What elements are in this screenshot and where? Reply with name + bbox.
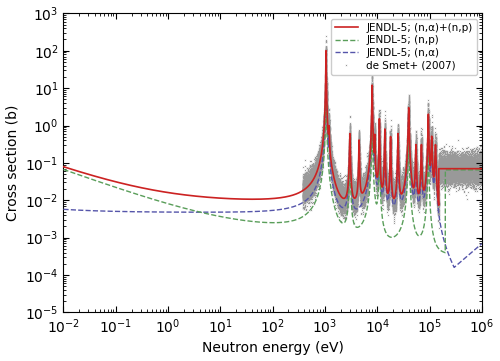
JENDL-5; (n,p) — [60, 168, 66, 172]
JENDL-5; (n,α) — [194, 210, 200, 214]
JENDL-5; (n,α)+(n,p) — [416, 190, 422, 194]
JENDL-5; (n,p) — [400, 218, 406, 223]
JENDL-5; (n,α) — [430, 181, 436, 186]
JENDL-5; (n,α) — [400, 195, 406, 199]
de Smet+ (2007) — [300, 190, 306, 194]
Line: JENDL-5; (n,α): JENDL-5; (n,α) — [64, 55, 482, 268]
de Smet+ (2007) — [382, 161, 388, 166]
JENDL-5; (n,α)+(n,p) — [374, 175, 380, 179]
JENDL-5; (n,α)+(n,p) — [194, 194, 200, 199]
JENDL-5; (n,p) — [194, 209, 200, 214]
de Smet+ (2007) — [302, 180, 308, 184]
JENDL-5; (n,p) — [374, 200, 380, 204]
JENDL-5; (n,α) — [479, 242, 485, 246]
JENDL-5; (n,α) — [60, 207, 66, 212]
JENDL-5; (n,α)+(n,p) — [430, 174, 436, 179]
JENDL-5; (n,α)+(n,p) — [479, 166, 485, 171]
de Smet+ (2007) — [436, 226, 442, 230]
JENDL-5; (n,p) — [323, 75, 329, 79]
JENDL-5; (n,α)+(n,p) — [323, 49, 329, 53]
de Smet+ (2007) — [479, 174, 485, 178]
JENDL-5; (n,α)+(n,p) — [60, 165, 66, 169]
JENDL-5; (n,α)+(n,p) — [107, 178, 113, 182]
JENDL-5; (n,α)+(n,p) — [436, 203, 442, 207]
JENDL-5; (n,α)+(n,p) — [400, 188, 406, 193]
X-axis label: Neutron energy (eV): Neutron energy (eV) — [202, 342, 344, 356]
de Smet+ (2007) — [468, 170, 474, 174]
de Smet+ (2007) — [458, 169, 464, 174]
de Smet+ (2007) — [409, 170, 415, 174]
Y-axis label: Cross section (b): Cross section (b) — [6, 105, 20, 221]
de Smet+ (2007) — [323, 34, 329, 38]
JENDL-5; (n,p) — [430, 234, 436, 238]
Line: JENDL-5; (n,α)+(n,p): JENDL-5; (n,α)+(n,p) — [64, 51, 482, 205]
Line: JENDL-5; (n,p): JENDL-5; (n,p) — [64, 77, 482, 253]
JENDL-5; (n,α) — [374, 182, 380, 187]
JENDL-5; (n,α) — [323, 52, 329, 57]
Legend: JENDL-5; (n,α)+(n,p), JENDL-5; (n,p), JENDL-5; (n,α), de Smet+ (2007): JENDL-5; (n,α)+(n,p), JENDL-5; (n,p), JE… — [331, 18, 476, 75]
JENDL-5; (n,α) — [107, 209, 113, 213]
de Smet+ (2007) — [469, 163, 475, 167]
JENDL-5; (n,p) — [416, 234, 422, 238]
JENDL-5; (n,α) — [416, 199, 422, 203]
JENDL-5; (n,α) — [451, 265, 457, 270]
Line: de Smet+ (2007): de Smet+ (2007) — [302, 35, 482, 229]
JENDL-5; (n,p) — [107, 183, 113, 188]
JENDL-5; (n,p) — [442, 251, 448, 255]
JENDL-5; (n,p) — [479, 168, 485, 172]
